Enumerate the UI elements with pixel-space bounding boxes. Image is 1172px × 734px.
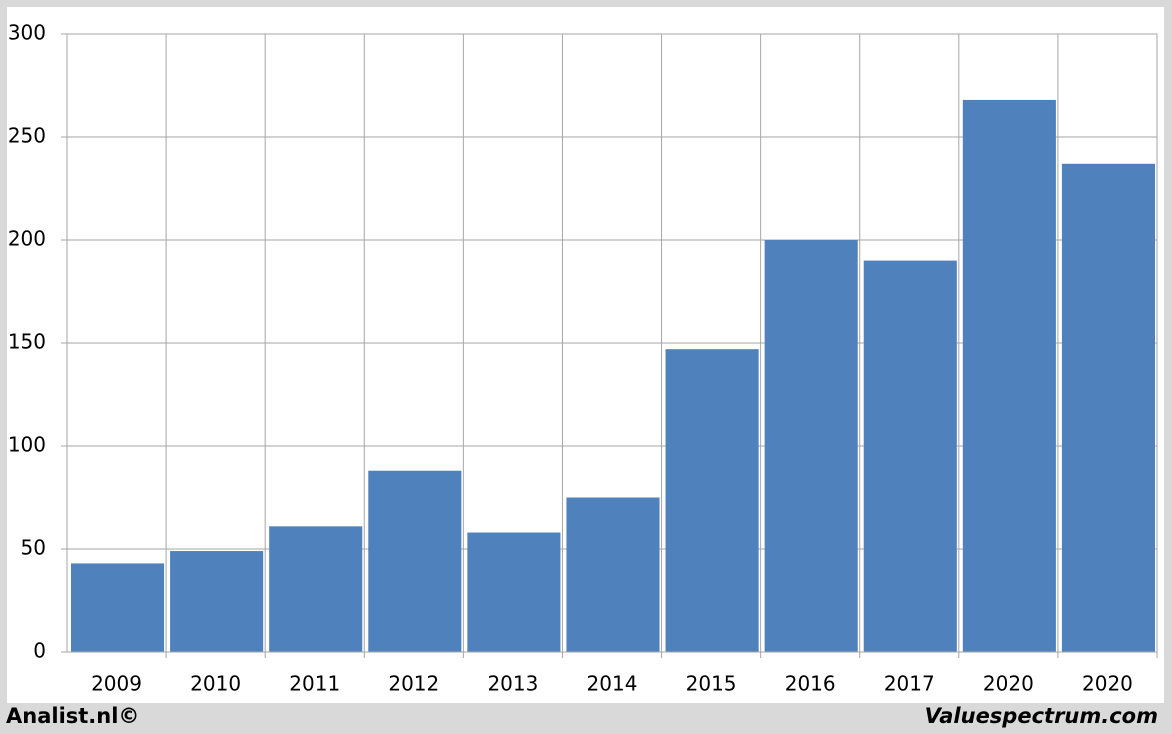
x-tick-label: 2012 — [388, 672, 439, 696]
bar — [962, 99, 1056, 653]
bar — [269, 526, 363, 652]
x-tick-label: 2020 — [1082, 672, 1133, 696]
x-tick-label: 2011 — [289, 672, 340, 696]
y-tick-label: 50 — [21, 536, 46, 560]
y-tick-label: 0 — [33, 639, 46, 663]
bar — [764, 240, 858, 652]
bar — [566, 497, 660, 652]
y-tick-label: 300 — [8, 21, 46, 45]
bar — [467, 532, 561, 652]
x-tick-label: 2016 — [785, 672, 836, 696]
y-tick-label: 250 — [8, 124, 46, 148]
x-tick-label: 2013 — [487, 672, 538, 696]
x-tick-label: 2010 — [190, 672, 241, 696]
bar — [863, 260, 957, 652]
y-tick-label: 200 — [8, 227, 46, 251]
x-tick-label: 2017 — [884, 672, 935, 696]
bar — [1061, 163, 1155, 652]
x-tick-label: 2009 — [91, 672, 142, 696]
bar — [665, 349, 759, 652]
y-tick-label: 150 — [8, 330, 46, 354]
footer-right: Valuespectrum.com — [925, 704, 1158, 728]
x-tick-label: 2020 — [983, 672, 1034, 696]
bar — [170, 551, 264, 652]
x-tick-label: 2015 — [686, 672, 737, 696]
bar — [368, 470, 462, 652]
x-tick-label: 2014 — [587, 672, 638, 696]
y-tick-label: 100 — [8, 433, 46, 457]
footer-left: Analist.nl© — [6, 704, 139, 728]
bar — [71, 563, 165, 652]
